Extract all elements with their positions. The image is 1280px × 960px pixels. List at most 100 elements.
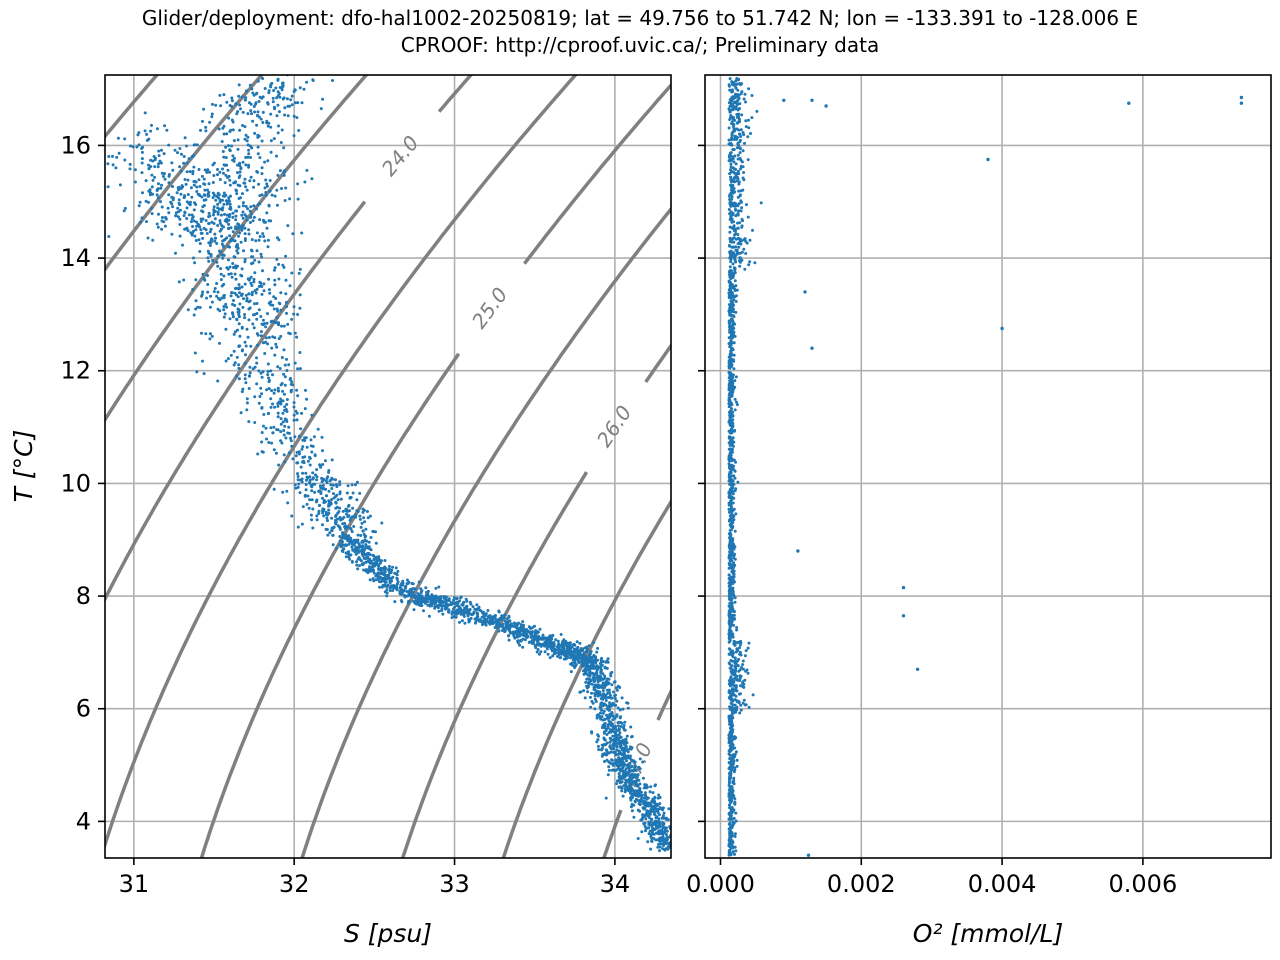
- oxygen-data-point: [739, 703, 743, 707]
- oxygen-data-point: [733, 852, 736, 856]
- ts-data-point: [455, 597, 459, 601]
- oxygen-data-point: [735, 628, 739, 632]
- ts-data-point: [334, 546, 338, 550]
- ts-data-point: [231, 311, 234, 315]
- ts-data-point: [141, 191, 144, 195]
- ts-data-point: [647, 826, 651, 830]
- ts-data-point: [597, 678, 601, 682]
- ts-data-point: [300, 101, 304, 105]
- ts-data-point: [361, 510, 365, 514]
- ts-data-point: [299, 427, 303, 431]
- ts-data-point: [649, 810, 653, 814]
- ts-data-point: [218, 341, 221, 345]
- ts-data-point: [272, 268, 276, 272]
- ts-data-point: [153, 175, 157, 179]
- ts-data-point: [227, 196, 231, 200]
- ts-data-point: [171, 168, 175, 172]
- ts-data-point: [228, 183, 232, 187]
- ts-data-point: [565, 656, 569, 660]
- oxygen-data-point: [730, 768, 734, 772]
- ts-data-point: [628, 770, 632, 774]
- ts-data-point: [275, 307, 279, 311]
- ts-data-point: [606, 681, 610, 685]
- ts-data-point: [229, 207, 233, 211]
- ts-data-point: [258, 156, 262, 160]
- ts-data-point: [244, 156, 248, 159]
- ts-data-point: [657, 817, 661, 821]
- ts-data-point: [292, 114, 296, 118]
- ts-data-point: [129, 144, 132, 148]
- ts-data-point: [208, 120, 212, 124]
- ts-data-point: [220, 224, 224, 228]
- ts-data-point: [346, 551, 350, 555]
- ts-data-point: [282, 324, 286, 328]
- ts-data-point: [425, 590, 428, 594]
- ts-data-point: [237, 197, 241, 200]
- ts-data-point: [500, 629, 504, 632]
- ts-data-point: [646, 840, 650, 844]
- ts-data-point: [344, 527, 347, 531]
- ts-data-point: [248, 365, 252, 369]
- ts-data-point: [296, 525, 300, 529]
- ts-data-point: [206, 283, 210, 286]
- ts-data-point: [191, 288, 195, 291]
- ts-data-point: [214, 198, 218, 202]
- oxygen-data-point: [735, 121, 739, 125]
- ts-data-point: [379, 568, 383, 572]
- ts-data-point: [235, 355, 239, 359]
- ts-data-point: [215, 260, 219, 264]
- ts-data-point: [296, 197, 300, 201]
- ts-data-point: [606, 691, 610, 695]
- oxygen-data-point: [735, 764, 739, 768]
- ts-data-point: [620, 759, 624, 762]
- ts-data-point: [530, 632, 534, 635]
- ts-data-point: [137, 204, 141, 208]
- ts-data-point: [237, 322, 241, 326]
- ts-data-point: [338, 506, 342, 510]
- ts-data-point: [515, 625, 519, 629]
- ts-data-point: [316, 427, 320, 431]
- ts-data-point: [200, 294, 204, 298]
- ts-data-point: [661, 814, 665, 818]
- ts-data-point: [303, 407, 307, 411]
- ts-data-point: [206, 168, 210, 172]
- ts-data-point: [354, 483, 357, 487]
- oxygen-data-point: [728, 562, 732, 566]
- ts-data-point: [259, 330, 263, 334]
- ts-data-point: [349, 553, 353, 557]
- ts-data-point: [521, 645, 525, 649]
- ts-data-point: [283, 113, 287, 117]
- ts-data-point: [289, 382, 293, 386]
- ts-data-point: [249, 212, 253, 216]
- ts-data-point: [238, 184, 242, 188]
- ts-data-point: [525, 635, 529, 638]
- ts-data-point: [267, 380, 271, 384]
- ts-data-point: [300, 231, 304, 235]
- ts-data-point: [257, 401, 261, 405]
- ts-data-point: [198, 306, 202, 309]
- ts-data-point: [243, 237, 247, 241]
- ts-data-point: [259, 315, 263, 318]
- oxygen-data-point: [732, 673, 736, 677]
- ts-data-point: [437, 598, 441, 602]
- ts-data-point: [275, 203, 279, 207]
- ts-data-point: [586, 677, 589, 681]
- ts-data-point: [236, 251, 240, 255]
- ts-data-point: [339, 518, 343, 522]
- ts-data-point: [282, 392, 286, 396]
- ts-data-point: [393, 600, 397, 604]
- ts-data-point: [236, 138, 240, 142]
- ts-data-point: [197, 193, 201, 197]
- ts-data-point: [395, 582, 399, 586]
- ts-data-point: [359, 549, 363, 553]
- ts-data-point: [237, 310, 241, 314]
- ts-data-point: [191, 169, 195, 173]
- ts-data-point: [236, 328, 239, 332]
- ts-data-point: [228, 234, 232, 238]
- oxygen-data-point: [731, 108, 735, 111]
- ts-data-point: [241, 305, 245, 309]
- ts-data-point: [249, 175, 253, 179]
- ts-data-point: [250, 146, 254, 150]
- ts-data-point: [237, 176, 241, 179]
